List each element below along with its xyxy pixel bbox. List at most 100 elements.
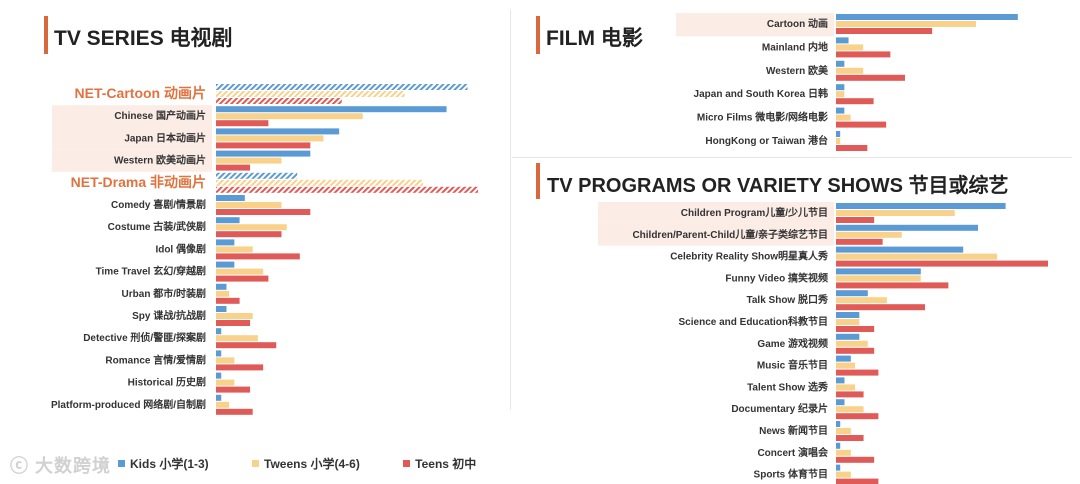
tv-programs-accent-bar (536, 163, 540, 199)
bar-teens (836, 391, 864, 398)
bar-teens (216, 209, 311, 215)
category-label: Talk Show 脱口秀 (747, 293, 829, 306)
category-label: Micro Films 微电影/网络电影 (697, 111, 828, 124)
legend-item-kids: Kids 小学(1-3) (118, 455, 209, 472)
film-accent-bar (536, 16, 540, 54)
watermark-text: 大数跨境 (35, 456, 112, 476)
bar-teens (836, 369, 879, 376)
bar-teens (836, 121, 887, 128)
bar-tweens (216, 113, 363, 120)
category-label: HongKong or Taiwan 港台 (705, 134, 828, 147)
bar-teens (836, 238, 883, 245)
bar-tweens (216, 268, 264, 275)
bar-teens (836, 74, 905, 81)
bar-tweens (836, 297, 887, 304)
bar-tweens (836, 138, 841, 144)
bar-kids (216, 128, 340, 135)
bar-teens (216, 231, 282, 238)
category-label: Platform-produced 网络剧/自制剧 (51, 398, 206, 411)
bar-tweens (836, 91, 845, 98)
bar-tweens (836, 44, 864, 51)
bar-kids (216, 350, 222, 357)
category-label: Western 欧美 (766, 64, 829, 77)
bar-teens (216, 186, 478, 193)
category-label: Mainland 内地 (762, 40, 828, 53)
bar-kids (836, 442, 841, 449)
bar-kids (216, 106, 447, 113)
bar-tweens (836, 406, 864, 413)
tv-series-accent-bar (44, 16, 48, 54)
bar-kids (836, 107, 845, 114)
category-label: Idol 偶像剧 (155, 242, 206, 255)
row-highlight (52, 149, 212, 172)
category-label: Spy 谍战/抗战剧 (132, 309, 206, 322)
category-label: Chinese 国产动画片 (114, 109, 206, 122)
bar-teens (836, 217, 875, 223)
category-label: Children/Parent-Child儿童/亲子类综艺节目 (632, 228, 828, 241)
category-label: NET-Cartoon 动画片 (75, 85, 206, 101)
bar-tweens (836, 340, 868, 347)
bar-tweens (216, 335, 258, 342)
bar-teens (836, 435, 864, 441)
watermark-logo: ⓒ 大数跨境 (10, 456, 112, 476)
bar-tweens (216, 401, 230, 408)
legend-label-teens: Teens 初中 (415, 457, 477, 471)
bar-kids (836, 224, 979, 231)
bar-kids (216, 394, 222, 401)
bar-tweens (836, 231, 902, 238)
bar-tweens (216, 91, 405, 97)
bar-teens (836, 347, 875, 354)
bar-tweens (836, 114, 851, 121)
category-label: Historical 历史剧 (128, 376, 206, 389)
row-highlight (598, 223, 834, 246)
bar-kids (836, 37, 849, 44)
bar-teens (836, 28, 933, 34)
bar-teens (836, 478, 879, 484)
category-label: Cartoon 动画 (767, 17, 828, 30)
bar-teens (216, 364, 264, 371)
bar-kids (836, 464, 841, 471)
bar-teens (216, 342, 277, 349)
bar-kids (216, 150, 311, 157)
category-label: NET-Drama 非动画片 (71, 174, 206, 190)
bar-tweens (216, 246, 253, 253)
bar-kids (216, 172, 298, 179)
bar-kids (836, 355, 851, 362)
bar-kids (836, 246, 964, 253)
category-label: Romance 言情/爱情剧 (105, 353, 206, 366)
category-label: Music 音乐节目 (757, 359, 828, 372)
bar-tweens (216, 135, 324, 142)
bar-teens (216, 120, 269, 127)
section-divider (512, 157, 1072, 158)
category-label: Documentary 纪录片 (731, 402, 828, 415)
category-label: Game 游戏视频 (757, 337, 828, 350)
category-label: Detective 刑侦/警匪/探案剧 (83, 331, 206, 344)
bar-kids (836, 84, 845, 91)
bar-teens (216, 164, 251, 171)
legend-label-tweens: Tweens 小学(4-6) (264, 457, 360, 471)
bar-teens (836, 260, 1048, 267)
film-title: FILM 电影 (546, 27, 643, 50)
category-label: Concert 演唱会 (757, 446, 828, 459)
category-label: Costume 古装/武侠剧 (108, 220, 206, 233)
legend-item-tweens: Tweens 小学(4-6) (252, 455, 360, 472)
category-label: Celebrity Reality Show明星真人秀 (670, 250, 828, 263)
bar-teens (216, 297, 240, 304)
bar-kids (836, 312, 860, 318)
bar-kids (836, 268, 921, 275)
bar-teens (216, 386, 251, 393)
category-label: Japan and South Korea 日韩 (694, 87, 828, 100)
bar-teens (836, 456, 875, 463)
column-divider (510, 10, 511, 410)
tv-programs-title: TV PROGRAMS OR VARIETY SHOWS 节目或综艺 (547, 175, 1009, 197)
bar-tweens (836, 449, 851, 456)
bar-kids (836, 290, 868, 297)
bar-tweens (836, 384, 856, 391)
legend-item-teens: Teens 初中 (403, 455, 476, 472)
legend-swatch-tweens (252, 460, 260, 467)
bar-tweens (836, 21, 977, 27)
bar-tweens (836, 253, 998, 260)
bar-tweens (836, 362, 856, 369)
row-highlight (676, 13, 834, 37)
